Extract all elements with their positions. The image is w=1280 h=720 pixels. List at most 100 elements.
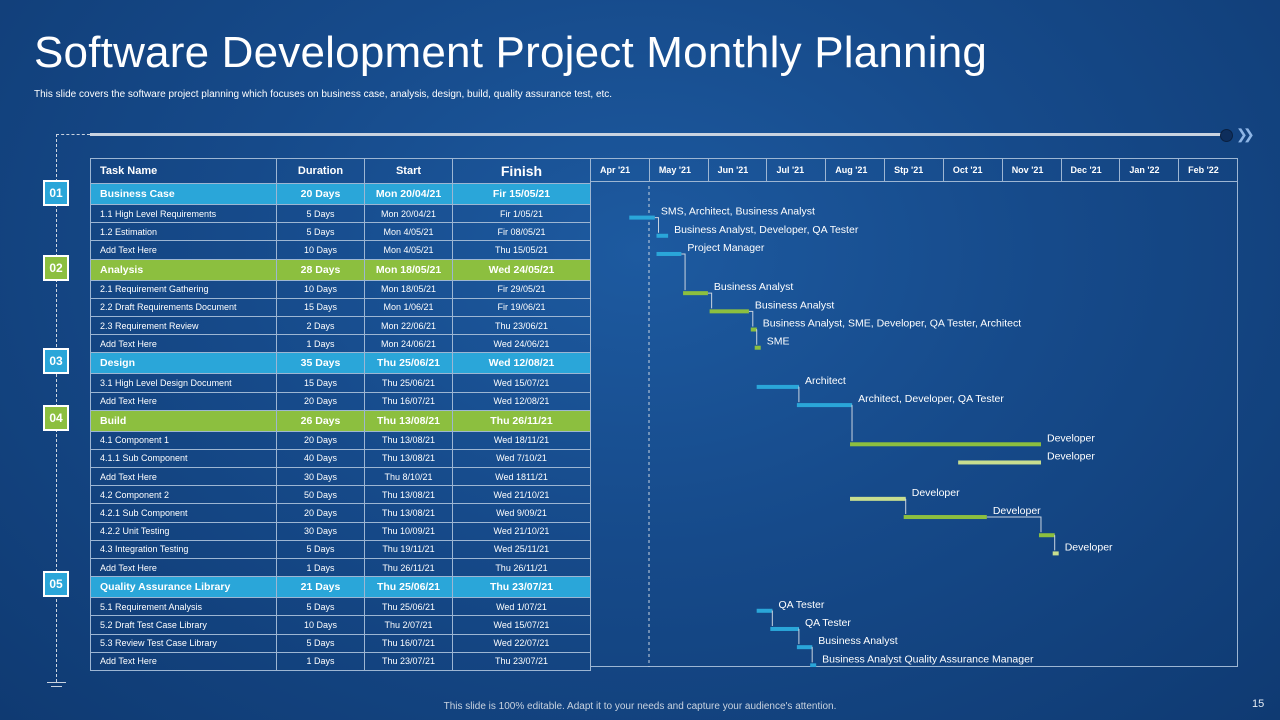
cell-finish: Fir 1/05/21 — [452, 203, 591, 224]
task-row: Add Text Here 10 Days Mon 4/05/21 Thu 15/05… — [90, 240, 591, 260]
gantt-bar-label: Developer — [1065, 541, 1113, 553]
cell-start: Mon 22/06/21 — [364, 315, 453, 336]
gantt-chart: SMS, Architect, Business Analyst Business… — [629, 186, 1113, 667]
cell-duration: 5 Days — [276, 539, 365, 560]
gantt-bar-label: Architect — [805, 375, 846, 387]
cell-name: Add Text Here — [90, 334, 277, 354]
gantt-bar — [709, 309, 749, 314]
timeline-spine-connector — [56, 134, 90, 135]
phase-marker-01: 01 — [43, 180, 69, 206]
cell-duration: 1 Days — [276, 557, 365, 578]
gantt-bar-label: SME — [767, 336, 790, 348]
cell-name: 5.1 Requirement Analysis — [90, 597, 277, 617]
cell-duration: 35 Days — [276, 352, 365, 375]
cell-finish: Fir 29/05/21 — [452, 279, 591, 299]
month-label: Dec '21 — [1062, 159, 1121, 181]
gantt-bar-label: Project Manager — [687, 242, 765, 254]
cell-name: 4.2 Component 2 — [90, 485, 277, 505]
gantt-bar-label: Developer — [1047, 432, 1095, 444]
cell-finish: Thu 26/11/21 — [452, 409, 591, 432]
gantt-bar — [756, 384, 799, 389]
cell-duration: 5 Days — [276, 633, 365, 653]
month-header: Apr '21 May '21 Jun '21 Jul '21 Aug '21 Stp '… — [590, 158, 1238, 182]
gantt-bar — [629, 215, 655, 220]
gantt-bar — [656, 233, 669, 238]
cell-start: Thu 25/06/21 — [364, 373, 453, 393]
gantt-bar — [656, 251, 682, 256]
cell-duration: 1 Days — [276, 651, 365, 671]
cell-name: 2.2 Draft Requirements Document — [90, 297, 277, 317]
cell-name: 1.2 Estimation — [90, 222, 277, 242]
month-label: Apr '21 — [591, 159, 650, 181]
cell-start: Thu 26/11/21 — [364, 557, 453, 578]
month-label: Stp '21 — [885, 159, 944, 181]
task-row: 4.1.1 Sub Component 40 Days Thu 13/08/21 We… — [90, 448, 591, 469]
cell-duration: 20 Days — [276, 391, 365, 411]
cell-duration: 15 Days — [276, 373, 365, 393]
month-label: Feb '22 — [1188, 165, 1219, 175]
header-task-name: Task Name — [90, 158, 277, 184]
gantt-bar — [850, 496, 906, 501]
gantt-bar — [1038, 533, 1055, 538]
footer-text: This slide is 100% editable. Adapt it to… — [443, 701, 837, 712]
gantt-bar — [754, 345, 761, 350]
month-label: Nov '21 — [1003, 159, 1062, 181]
task-row: 4.2 Component 2 50 Days Thu 13/08/21 Wed 21… — [90, 485, 591, 505]
cell-start: Thu 8/10/21 — [364, 467, 453, 487]
cell-name: Add Text Here — [90, 240, 277, 260]
phase-row: Design 35 Days Thu 25/06/21 Wed 12/08/21 — [90, 352, 591, 375]
cell-start: Thu 25/06/21 — [364, 576, 453, 599]
gantt-bar-label: Developer — [993, 505, 1041, 517]
cell-finish: Wed 12/08/21 — [452, 391, 591, 411]
cell-name: Add Text Here — [90, 467, 277, 487]
cell-finish: Wed 12/08/21 — [452, 352, 591, 375]
cell-finish: Wed 21/10/21 — [452, 521, 591, 541]
cell-duration: 30 Days — [276, 467, 365, 487]
cell-finish: Wed 18/11/21 — [452, 430, 591, 450]
month-label: Jan '22 — [1120, 159, 1180, 181]
page-number: 15 — [1252, 698, 1265, 710]
task-row: 1.2 Estimation 5 Days Mon 4/05/21 Fir 08/05… — [90, 222, 591, 242]
gantt-connector — [707, 292, 713, 309]
task-row: 5.2 Draft Test Case Library 10 Days Thu 2/… — [90, 615, 591, 635]
cell-name: Build — [90, 409, 277, 432]
header-start: Start — [364, 158, 453, 184]
task-row: 4.1 Component 1 20 Days Thu 13/08/21 Wed 18… — [90, 430, 591, 450]
cell-duration: 50 Days — [276, 485, 365, 505]
cell-start: Thu 13/08/21 — [364, 485, 453, 505]
cell-start: Mon 20/04/21 — [364, 203, 453, 224]
task-row: 4.3 Integration Testing 5 Days Thu 19/11/2… — [90, 539, 591, 560]
task-table: Task Name Duration Start Finish Business… — [90, 158, 591, 671]
task-row: Add Text Here 1 Days Thu 23/07/21 Thu 23/07… — [90, 651, 591, 671]
cell-finish: Thu 15/05/21 — [452, 240, 591, 260]
gantt-bar-label: Business Analyst — [818, 635, 897, 647]
cell-finish: Wed 7/10/21 — [452, 448, 591, 469]
month-label: May '21 — [650, 159, 709, 181]
cell-duration: 40 Days — [276, 448, 365, 469]
gantt-bar-label: Business Analyst — [755, 299, 834, 311]
cell-name: Quality Assurance Library — [90, 576, 277, 599]
cell-finish: Fir 15/05/21 — [452, 183, 591, 205]
header-finish: Finish — [452, 158, 591, 184]
gantt-bar-label: SMS, Architect, Business Analyst — [661, 206, 815, 218]
page-subtitle: This slide covers the software project p… — [34, 89, 613, 100]
cell-start: Thu 2/07/21 — [364, 615, 453, 635]
task-row: 4.2.2 Unit Testing 30 Days Thu 10/09/21 Wed… — [90, 521, 591, 541]
cell-start: Mon 4/05/21 — [364, 240, 453, 260]
cell-name: Design — [90, 352, 277, 375]
cell-name: Add Text Here — [90, 651, 277, 671]
gantt-bar-label: QA Tester — [778, 599, 824, 611]
gantt-bar-label: Business Analyst — [714, 281, 793, 293]
cell-finish: Wed 24/06/21 — [452, 334, 591, 354]
cell-finish: Wed 22/07/21 — [452, 633, 591, 653]
cell-name: 4.2.1 Sub Component — [90, 503, 277, 523]
phase-row: Business Case 20 Days Mon 20/04/21 Fir 15/0… — [90, 183, 591, 205]
gantt-bar — [683, 291, 708, 296]
month-label: Jul '21 — [767, 159, 827, 181]
cell-duration: 15 Days — [276, 297, 365, 317]
cell-name: 4.3 Integration Testing — [90, 539, 277, 560]
task-row: 2.3 Requirement Review 2 Days Mon 22/06/21… — [90, 315, 591, 336]
cell-duration: 5 Days — [276, 597, 365, 617]
cell-duration: 5 Days — [276, 222, 365, 242]
cell-start: Mon 18/05/21 — [364, 258, 453, 281]
